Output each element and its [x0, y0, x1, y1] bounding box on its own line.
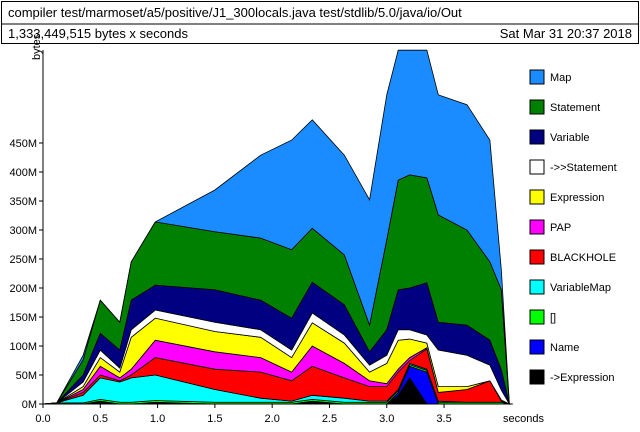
- y-tick-label: 0M: [22, 399, 37, 411]
- legend-swatch: [529, 369, 545, 385]
- y-axis-label: bytes: [31, 33, 43, 60]
- y-tick-label: 300M: [9, 225, 37, 237]
- chart-subtitle: 1,333,449,515 bytes x seconds: [8, 26, 188, 41]
- legend-label: VariableMap: [550, 282, 611, 294]
- legend-label: ->Expression: [550, 372, 615, 384]
- legend-label: []: [550, 312, 556, 324]
- x-tick-label: 3.0: [379, 413, 394, 425]
- legend-swatch: [529, 279, 545, 295]
- x-axis-label: seconds: [503, 413, 544, 425]
- legend-label: Statement: [550, 102, 600, 114]
- legend-label: PAP: [550, 222, 571, 234]
- x-tick-label: 2.5: [322, 413, 337, 425]
- legend-label: BLACKHOLE: [550, 252, 616, 264]
- header-box: [1, 1, 639, 44]
- y-tick-label: 250M: [9, 254, 37, 266]
- legend-swatch: [529, 69, 545, 85]
- y-tick-label: 50M: [16, 370, 37, 382]
- y-tick-label: 150M: [9, 312, 37, 324]
- legend-swatch: [529, 249, 545, 265]
- chart-date: Sat Mar 31 20:37 2018: [500, 26, 632, 41]
- y-tick-label: 400M: [9, 167, 37, 179]
- legend-label: Expression: [550, 192, 604, 204]
- x-tick-label: 0.5: [93, 413, 108, 425]
- legend-swatch: [529, 159, 545, 175]
- legend-swatch: [529, 189, 545, 205]
- legend-swatch: [529, 99, 545, 115]
- x-tick-label: 1.5: [207, 413, 222, 425]
- x-tick-label: 1.0: [150, 413, 165, 425]
- y-tick-label: 200M: [9, 283, 37, 295]
- x-tick-label: 3.5: [436, 413, 451, 425]
- y-tick-label: 350M: [9, 196, 37, 208]
- legend-swatch: [529, 219, 545, 235]
- y-tick-label: 100M: [9, 341, 37, 353]
- plot-area: [42, 49, 511, 405]
- x-tick-label: 0.0: [35, 413, 50, 425]
- chart-title: compiler test/marmoset/a5/positive/J1_30…: [8, 5, 462, 20]
- y-tick-label: 450M: [9, 138, 37, 150]
- legend-swatch: [529, 339, 545, 355]
- legend-label: ->>Statement: [550, 162, 617, 174]
- x-tick-label: 2.0: [265, 413, 280, 425]
- legend-swatch: [529, 129, 545, 145]
- legend-swatch: [529, 309, 545, 325]
- legend-label: Name: [550, 342, 579, 354]
- legend-label: Map: [550, 72, 571, 84]
- legend-label: Variable: [550, 132, 590, 144]
